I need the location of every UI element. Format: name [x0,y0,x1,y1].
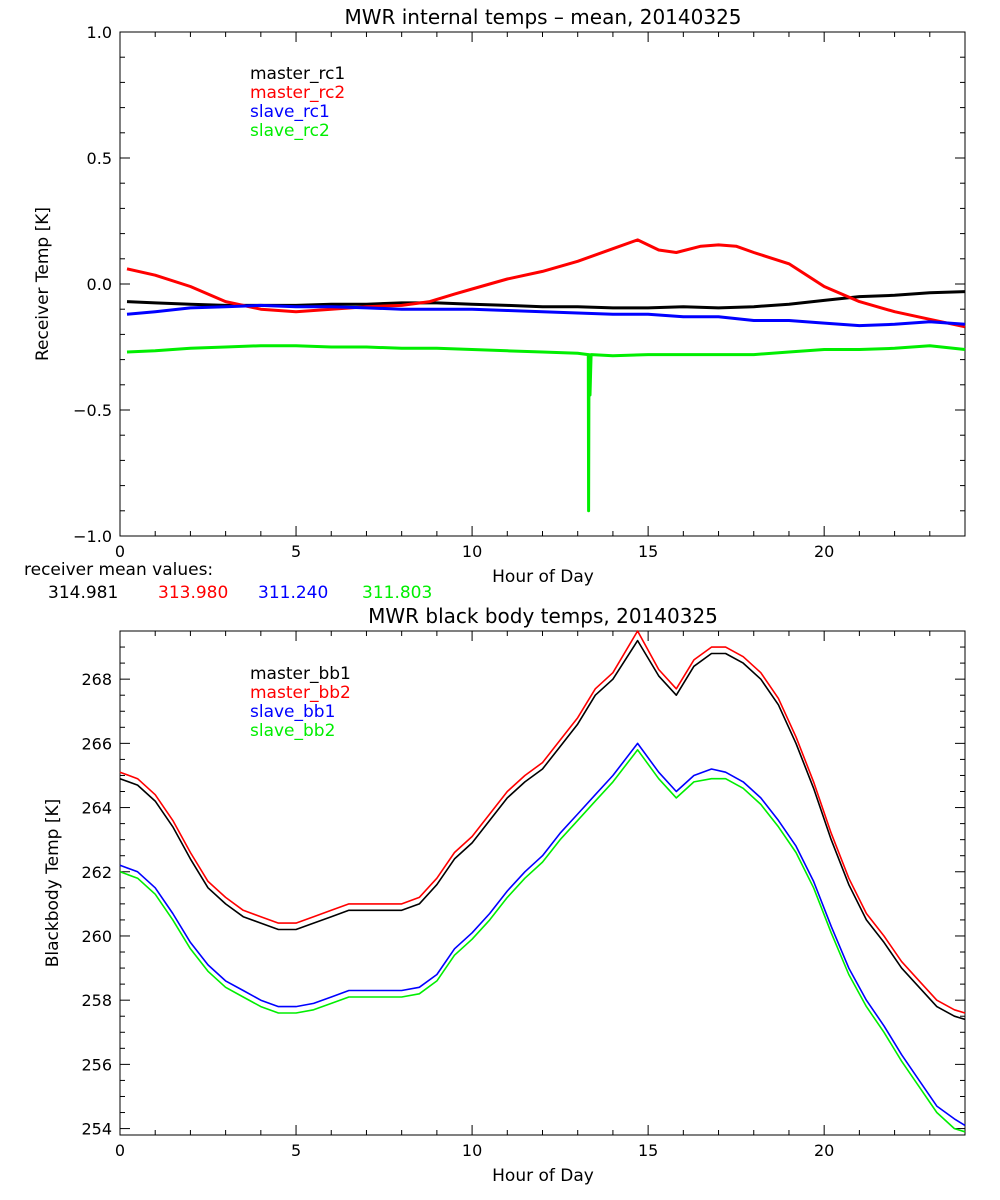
y-tick-label: 1.0 [87,23,112,42]
y-axis-ticks: −1.0 −0.5 0.0 0.5 1.0 [73,23,965,546]
y-tick-label: 254 [81,1120,112,1139]
legend-entry-slave-rc2: slave_rc2 [250,121,330,141]
legend-entry-master-rc1: master_rc1 [250,64,345,84]
y-tick-label: −1.0 [73,527,112,546]
y-tick-label: 260 [81,927,112,946]
y-tick-label: 0.5 [87,149,112,168]
x-tick-label: 10 [462,1141,482,1160]
y-tick-label: 268 [81,670,112,689]
receiver-mean-value: 313.980 [158,583,228,603]
x-tick-label: 20 [814,542,834,561]
y-axis-ticks: 254 256 258 260 262 264 266 268 [81,630,965,1139]
receiver-temp-panel: MWR internal temps – mean, 20140325 0 5 10… [24,5,966,603]
legend-entry-slave-bb1: slave_bb1 [250,702,335,722]
x-tick-label: 10 [462,542,482,561]
x-tick-label: 20 [814,1141,834,1160]
y-tick-label: 264 [81,799,112,818]
series-line-slave-bb2 [119,748,966,1133]
y-tick-label: 0.0 [87,275,112,294]
legend-entry-slave-rc1: slave_rc1 [250,102,330,122]
series-line-master-bb1 [119,639,966,1021]
x-axis-label: Hour of Day [492,1166,594,1186]
legend-entry-slave-bb2: slave_bb2 [250,721,335,741]
receiver-mean-value: 311.803 [362,583,432,603]
x-axis-ticks: 0 5 10 15 20 [115,631,966,1160]
x-tick-label: 5 [291,542,301,561]
series-line-master-bb2 [119,630,966,1014]
x-tick-label: 0 [115,1141,125,1160]
series-line-master-rc2 [126,238,966,329]
x-tick-label: 5 [291,1141,301,1160]
y-tick-label: 262 [81,863,112,882]
x-tick-label: 15 [638,1141,658,1160]
legend-entry-master-bb1: master_bb1 [250,664,351,684]
receiver-mean-values: 314.981 313.980 311.240 311.803 [48,583,432,603]
x-tick-label: 15 [638,542,658,561]
chart-title: MWR black body temps, 20140325 [368,604,718,628]
receiver-mean-label: receiver mean values: [24,560,213,580]
x-axis-ticks: 0 5 10 15 20 [115,32,966,561]
legend-entry-master-rc2: master_rc2 [250,83,345,103]
chart-title: MWR internal temps – mean, 20140325 [344,5,741,29]
receiver-mean-value: 311.240 [258,583,328,603]
series-line-slave-bb1 [119,742,966,1127]
series-line-slave-rc1 [126,303,966,328]
y-tick-label: 266 [81,734,112,753]
receiver-mean-value: 314.981 [48,583,118,603]
x-axis-label: Hour of Day [492,567,594,587]
blackbody-temp-panel: MWR black body temps, 20140325 0 5 10 15 20 … [43,604,966,1186]
x-tick-label: 0 [115,542,125,561]
series-line-slave-rc2 [126,344,966,513]
series-lines [126,238,966,513]
y-tick-label: 256 [81,1055,112,1074]
legend-entry-master-bb2: master_bb2 [250,683,351,703]
y-tick-label: 258 [81,991,112,1010]
y-axis-label: Receiver Temp [K] [33,207,53,361]
y-axis-label: Blackbody Temp [K] [43,799,63,968]
series-lines [119,630,966,1133]
y-tick-label: −0.5 [73,401,112,420]
